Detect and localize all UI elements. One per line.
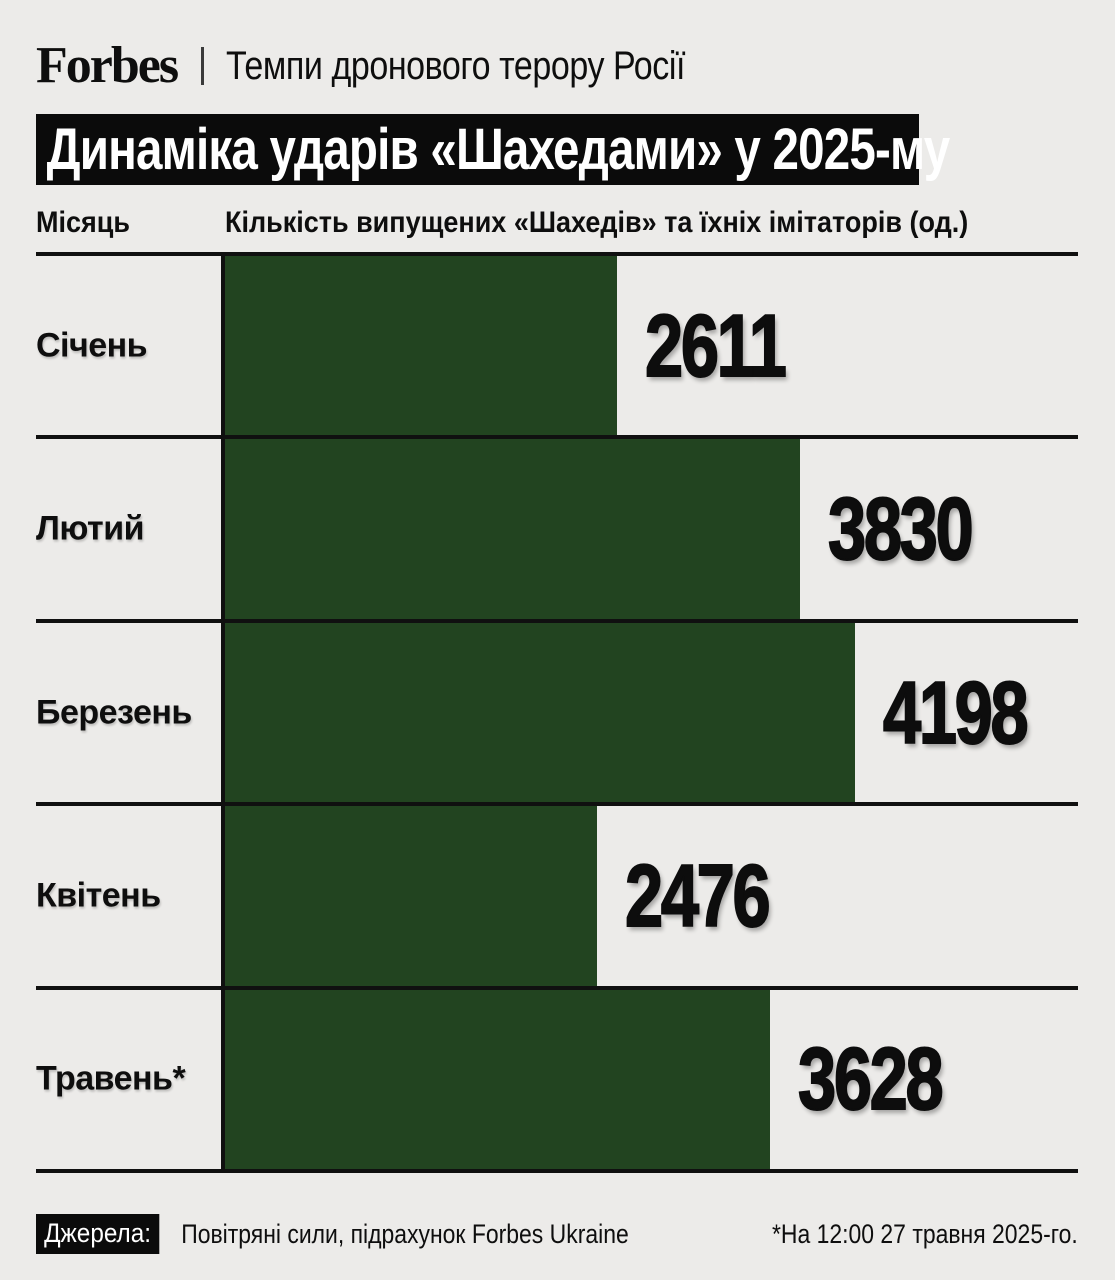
sources-label: Джерела: [36, 1214, 160, 1254]
column-header-count: Кількість випущених «Шахедів» та їхніх і… [225, 206, 969, 239]
bar [225, 622, 855, 803]
sources-text: Повітряні сили, підрахунок Forbes Ukrain… [180, 1218, 629, 1249]
month-label: Травень* [36, 1059, 186, 1098]
bar-track: 2611 [225, 256, 1078, 436]
bar-chart: Січень 2611 Лютий 3830 Березень 4198 Кві… [36, 252, 1078, 1173]
bar-track: 4198 [225, 622, 1078, 803]
forbes-logo: Forbes [36, 37, 179, 94]
bar-track: 3628 [225, 989, 1078, 1170]
chart-title: Динаміка ударів «Шахедами» у 2025-му [46, 116, 951, 182]
month-label: Квітень [36, 876, 161, 915]
value-label: 3830 [827, 479, 974, 579]
month-label: Січень [36, 326, 148, 365]
month-label: Березень [36, 693, 192, 732]
brand-tagline: Темпи дронового терору Росії [226, 44, 686, 88]
chart-title-band: Динаміка ударів «Шахедами» у 2025-му [36, 114, 950, 185]
value-label: 2476 [624, 845, 771, 945]
bar [225, 256, 617, 436]
bar [225, 806, 597, 986]
value-label: 3628 [797, 1029, 944, 1129]
value-label: 4198 [882, 662, 1029, 762]
month-label: Лютий [36, 509, 145, 548]
table-row: Лютий 3830 [36, 435, 1078, 619]
table-row: Квітень 2476 [36, 802, 1078, 986]
footer: Джерела: Повітряні сили, підрахунок Forb… [36, 1214, 1078, 1254]
column-header-month: Місяць [36, 206, 130, 239]
value-label: 2611 [644, 295, 787, 395]
column-headers: Місяць Кількість випущених «Шахедів» та … [36, 206, 1078, 242]
bar [225, 989, 770, 1170]
bar [225, 439, 800, 619]
brand-divider-line [201, 47, 205, 85]
table-row: Травень* 3628 [36, 985, 1078, 1170]
bar-track: 3830 [225, 439, 1078, 619]
bar-track: 2476 [225, 806, 1078, 986]
table-row: Березень 4198 [36, 618, 1078, 803]
brand-header: Forbes Темпи дронового терору Росії [36, 40, 766, 92]
table-row: Січень 2611 [36, 252, 1078, 436]
footnote: *На 12:00 27 травня 2025-го. [772, 1218, 1078, 1249]
